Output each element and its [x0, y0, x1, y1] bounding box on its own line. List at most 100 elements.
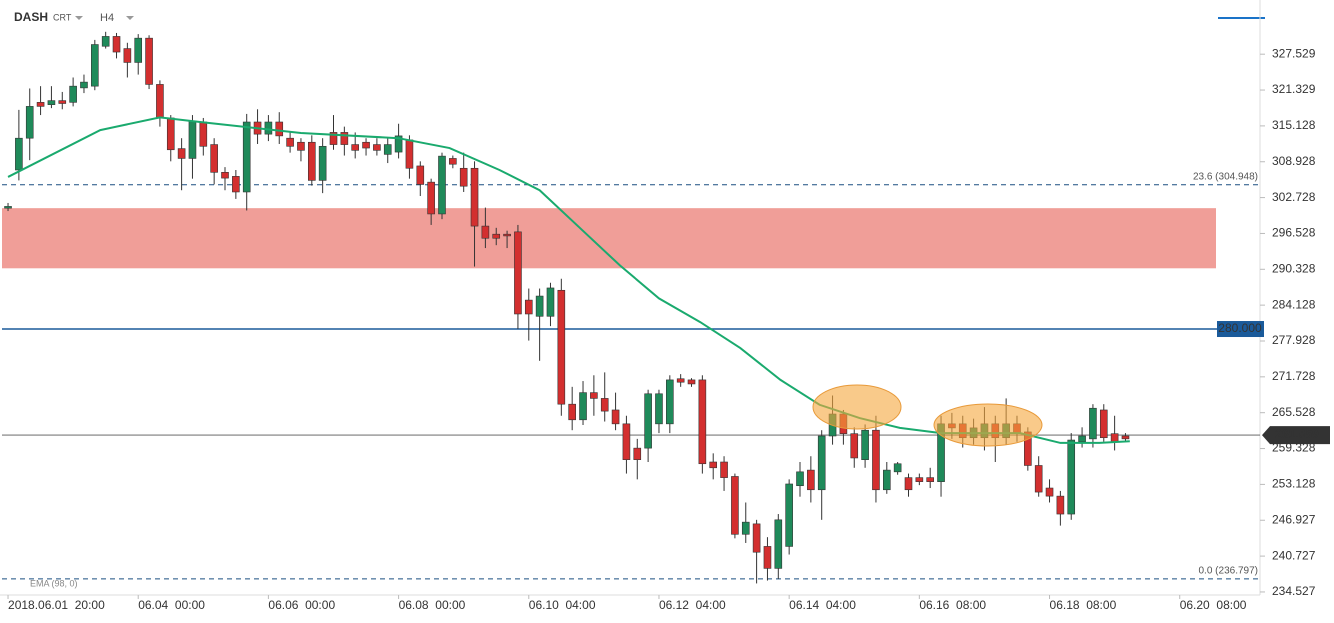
x-tick-label: 06.10 04:00: [529, 598, 596, 612]
candle-body: [926, 477, 934, 482]
candle-body: [1067, 439, 1076, 515]
candle-body: [123, 48, 132, 63]
candle-body: [579, 392, 587, 421]
candle-body: [644, 393, 652, 449]
candle-body: [1121, 435, 1130, 440]
candle-body: [535, 295, 544, 317]
dropdown-arrow[interactable]: [75, 16, 83, 20]
candle-body: [807, 469, 815, 491]
candle-body: [622, 423, 631, 460]
candle-body: [503, 233, 511, 237]
candle-body: [1089, 407, 1097, 440]
candle-body: [15, 137, 23, 171]
candle-body: [785, 483, 793, 547]
highlight-ellipse: [812, 384, 902, 430]
candle-body: [633, 447, 642, 460]
indicator-legend[interactable]: EMA (98, 0): [30, 578, 78, 588]
x-tick-label: 06.12 04:00: [659, 598, 726, 612]
candle-body: [286, 137, 294, 147]
x-tick-label: 06.08 00:00: [399, 598, 466, 612]
candle-body: [872, 429, 880, 491]
candle-body: [861, 429, 869, 460]
x-tick-label: 06.18 08:00: [1050, 598, 1117, 612]
candle-body: [340, 132, 349, 145]
candle-body: [264, 121, 273, 135]
candle-body: [882, 469, 891, 491]
y-tick-label: 321.329: [1272, 82, 1316, 96]
candle-body: [915, 477, 924, 482]
candle-body: [427, 181, 435, 215]
candle-body: [25, 106, 34, 139]
x-tick-label: 06.16 08:00: [919, 598, 986, 612]
fib-label: 0.0 (236.797): [1199, 565, 1259, 576]
y-tick-label: 271.728: [1272, 369, 1316, 383]
candle-body: [405, 139, 414, 169]
symbol[interactable]: DASH: [14, 10, 48, 24]
y-tick-label: 253.128: [1272, 477, 1316, 491]
candle-body: [546, 287, 555, 317]
candle-body: [817, 435, 826, 491]
candle-body: [524, 299, 533, 315]
fib-label: 23.6 (304.948): [1193, 171, 1258, 182]
candle-body: [850, 433, 859, 459]
candle-body: [199, 121, 208, 147]
candle-body: [297, 141, 305, 151]
timeframe[interactable]: H4: [100, 12, 114, 24]
candle-body: [449, 158, 457, 165]
x-tick-label: 06.06 00:00: [268, 598, 335, 612]
candle-body: [438, 155, 446, 215]
level-label: 280.000: [1218, 321, 1262, 335]
candle-body: [481, 225, 490, 239]
candle-body: [720, 461, 728, 478]
candle-body: [69, 85, 77, 103]
y-tick-label: 246.927: [1272, 512, 1316, 526]
x-tick-label: 06.20 08:00: [1180, 598, 1247, 612]
y-tick-label: 315.128: [1272, 118, 1316, 132]
y-tick-label: 327.529: [1272, 46, 1316, 60]
candle-body: [58, 100, 67, 104]
x-tick-label: 06.14 04:00: [789, 598, 856, 612]
source[interactable]: CRT: [53, 12, 72, 22]
x-tick-label: 2018.06.01 20:00: [8, 598, 105, 612]
candle-body: [36, 102, 45, 107]
level-tag: [1217, 321, 1264, 338]
candle-body: [134, 37, 143, 63]
y-tick-label: 302.728: [1272, 190, 1316, 204]
candle-body: [1056, 495, 1065, 515]
candle-body: [1078, 435, 1086, 443]
dropdown-arrow[interactable]: [126, 16, 134, 20]
candle-body: [166, 117, 175, 151]
candle-body: [47, 100, 56, 105]
candle-body: [221, 172, 229, 179]
candle-body: [590, 392, 598, 399]
candle-body: [145, 37, 153, 85]
candle-body: [676, 378, 685, 383]
candle-body: [731, 476, 739, 535]
candle-body: [188, 120, 197, 159]
last-price-tag: [1262, 426, 1330, 445]
candle-body: [156, 84, 164, 119]
candle-body: [709, 461, 718, 469]
candle-body: [329, 132, 338, 145]
candle-body: [470, 167, 479, 227]
candle-body: [514, 231, 522, 315]
y-tick-label: 265.528: [1272, 405, 1316, 419]
candle-body: [1099, 409, 1108, 439]
candle-body: [698, 379, 707, 465]
candle-body: [1034, 465, 1043, 493]
candle-body: [666, 379, 674, 425]
zone: [2, 208, 1216, 269]
y-tick-label: 296.528: [1272, 226, 1316, 240]
candle-body: [763, 546, 772, 569]
y-tick-label: 234.527: [1272, 584, 1316, 598]
candle-body: [568, 403, 576, 421]
candle-body: [893, 463, 902, 473]
y-tick-label: 284.128: [1272, 297, 1316, 311]
candle-body: [774, 519, 783, 569]
candle-body: [318, 145, 327, 181]
candle-body: [362, 141, 370, 149]
y-tick-label: 240.727: [1272, 548, 1316, 562]
candle-body: [373, 144, 381, 151]
candle-body: [275, 121, 284, 137]
x-tick-label: 06.04 00:00: [138, 598, 205, 612]
